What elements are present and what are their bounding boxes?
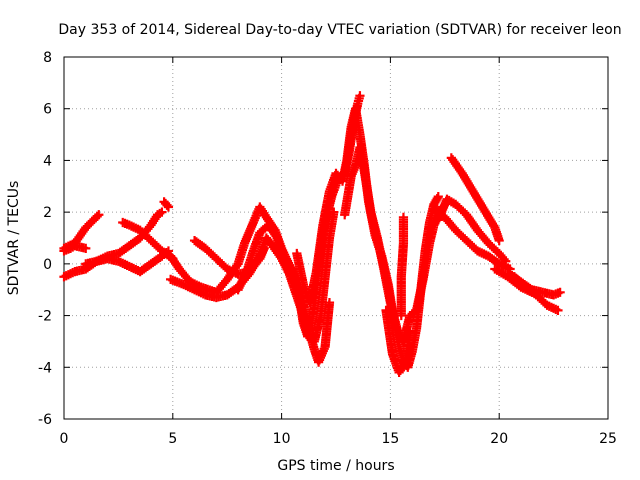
x-tick-label: 5 (168, 431, 177, 447)
chart-title: Day 353 of 2014, Sidereal Day-to-day VTE… (58, 22, 621, 38)
data-point (94, 210, 104, 220)
series-sat-c (59, 241, 91, 256)
y-tick-labels: -6 -4 -2 0 2 4 6 8 (38, 50, 52, 428)
series-sat-o (396, 212, 409, 321)
data-point (501, 256, 511, 266)
series-sat-m (340, 142, 448, 347)
series-sat-f (159, 197, 174, 212)
x-tick-label: 15 (381, 431, 399, 447)
data-point (553, 305, 563, 315)
y-tick-label: 4 (43, 153, 52, 169)
y-tick-label: -2 (38, 309, 52, 325)
x-tick-label: 0 (60, 431, 69, 447)
data-point (527, 287, 537, 297)
data-point (405, 326, 415, 336)
y-tick-label: 2 (43, 205, 52, 221)
x-tick-label: 20 (490, 431, 508, 447)
x-tick-label: 10 (273, 431, 291, 447)
data-point (163, 202, 174, 212)
data-point (355, 91, 365, 101)
data-point (396, 310, 406, 321)
axis-ticks (63, 56, 609, 420)
series-sat-n (381, 305, 415, 378)
y-tick-label: 0 (43, 257, 52, 273)
x-tick-labels: 0 5 10 15 20 25 (60, 431, 617, 447)
y-axis-label: SDTVAR / TECUs (6, 181, 22, 296)
series-sat-u (490, 264, 537, 297)
data-point (433, 192, 443, 202)
y-tick-label: 8 (43, 50, 52, 66)
data-point (157, 207, 167, 217)
y-tick-label: -6 (38, 412, 52, 428)
data-point (259, 243, 269, 253)
data-points (59, 91, 565, 378)
x-axis-label: GPS time / hours (277, 458, 394, 474)
x-tick-label: 25 (599, 431, 617, 447)
plot-frame (63, 56, 609, 420)
data-point (494, 235, 504, 246)
series-sat-q (433, 194, 511, 266)
y-tick-label: -4 (38, 360, 52, 376)
y-tick-label: 6 (43, 102, 52, 118)
series-sat-r (446, 153, 504, 246)
data-point (81, 243, 91, 253)
series-sat-h (166, 202, 335, 367)
data-point (555, 287, 565, 297)
data-point (324, 298, 335, 308)
